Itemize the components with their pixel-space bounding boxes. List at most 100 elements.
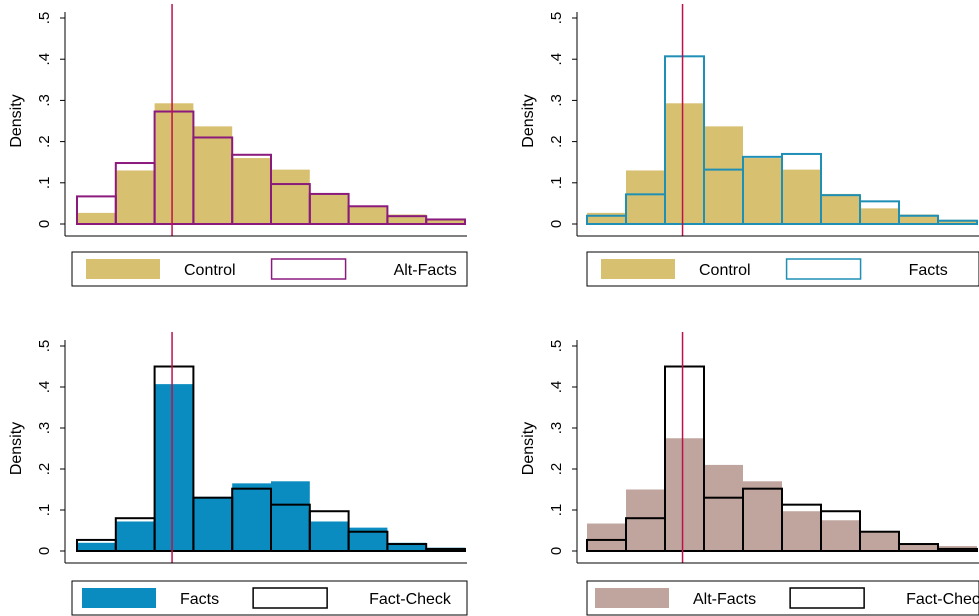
bar-control (232, 158, 271, 224)
bar-alt-facts (665, 438, 704, 551)
bar-control (938, 219, 977, 224)
bar-outline-fact-check (153, 365, 195, 552)
bar-control (587, 212, 626, 224)
legend-label: Facts (909, 262, 948, 279)
y-tick-label: .1 (36, 504, 53, 517)
y-tick-label: .3 (36, 422, 53, 435)
histogram-panel-2: 0 .1 .2 .3 .4 .5 Density Control Facts (520, 4, 979, 287)
bar-control (426, 219, 465, 224)
bar-control (271, 169, 310, 224)
bar-outline-fact-check (347, 530, 389, 552)
bar-control (77, 212, 116, 224)
bar-alt-facts (782, 511, 821, 551)
bar-alt-facts (860, 532, 899, 551)
y-tick-label: .1 (548, 177, 565, 190)
y-tick-label: .2 (36, 135, 53, 148)
bar-alt-facts (821, 520, 860, 551)
bar-outline-facts (859, 200, 900, 225)
bar-control (309, 193, 349, 224)
y-tick-label: .3 (548, 422, 565, 435)
legend: Control Facts (586, 251, 979, 287)
y-tick-label: .2 (548, 135, 565, 148)
bar-alt-facts (704, 464, 743, 551)
y-axis-label: Density (520, 422, 537, 475)
bar-facts (115, 521, 155, 551)
y-tick-label: .5 (36, 340, 53, 353)
bar-outline-fact-check (386, 543, 428, 553)
bar-facts (232, 483, 271, 551)
y-tick-label: .1 (36, 177, 53, 190)
bar-outline-alt-facts (347, 205, 389, 225)
legend: Facts Fact-Check (71, 580, 468, 616)
y-tick-label: .3 (548, 94, 565, 107)
legend-swatch-facts (785, 258, 862, 280)
y-tick-label: .3 (36, 94, 53, 107)
legend-label: Control (184, 262, 236, 279)
bar-control (821, 193, 860, 224)
y-tick-label: .4 (548, 53, 565, 66)
y-tick-label: 0 (548, 547, 565, 555)
legend: Alt-Facts Fact-Check (586, 580, 979, 616)
y-tick-label: .4 (36, 53, 53, 66)
legend-swatch-alt-facts (270, 258, 347, 280)
bar-control (348, 206, 388, 224)
bar-control (782, 169, 821, 224)
bar-control (743, 158, 782, 224)
bar-control (387, 214, 427, 224)
y-tick-label: .5 (36, 12, 53, 25)
legend-label: Control (699, 262, 751, 279)
legend-label: Fact-Check (906, 591, 979, 608)
legend-swatch-fact-check (252, 587, 328, 609)
bar-facts (309, 521, 349, 551)
y-tick-label: .5 (548, 12, 565, 25)
y-axis-label: Density (8, 94, 25, 147)
bar-control (115, 170, 155, 224)
histogram-panel-3: 0 .1 .2 .3 .4 .5 Density Facts Fact-Check (8, 332, 468, 616)
legend-label: Alt-Facts (394, 262, 457, 279)
bar-outline-fact-check (898, 543, 939, 553)
legend-swatch-facts (82, 588, 156, 608)
bar-alt-facts (743, 481, 782, 551)
legend-swatch-alt-facts (595, 588, 669, 608)
y-tick-label: .1 (548, 504, 565, 517)
bar-control (626, 170, 665, 224)
legend-label: Fact-Check (369, 591, 452, 608)
bar-control (154, 103, 194, 224)
legend: Control Alt-Facts (71, 251, 468, 287)
bar-outline-facts (781, 152, 822, 226)
bar-outline-facts (937, 219, 978, 225)
bar-facts (348, 527, 388, 551)
bar-control (899, 214, 938, 224)
y-axis-label: Density (8, 422, 25, 475)
bar-facts (193, 496, 233, 551)
legend-label: Alt-Facts (693, 591, 756, 608)
bar-outline-alt-facts (425, 218, 467, 226)
bar-outline-fact-check (937, 547, 978, 553)
bar-control (704, 126, 743, 224)
histogram-panel-4: 0 .1 .2 .3 .4 .5 Density Alt-Facts Fact-Check (520, 332, 979, 616)
histogram-panel-1: 0 .1 .2 .3 .4 .5 Density Control Alt-Facts (8, 4, 468, 287)
bar-outline-fact-check (425, 547, 467, 553)
bar-alt-facts (587, 523, 626, 551)
legend-label: Facts (180, 591, 219, 608)
bar-facts (77, 542, 116, 551)
bar-outline-facts (664, 55, 705, 226)
bar-alt-facts (899, 544, 938, 551)
bar-control (665, 103, 704, 224)
bar-facts (387, 542, 427, 551)
bar-facts (271, 481, 310, 551)
y-axis-label: Density (520, 94, 537, 147)
y-tick-label: .2 (548, 463, 565, 476)
y-tick-label: 0 (548, 220, 565, 228)
bar-outline-fact-check (664, 365, 705, 552)
bar-control (860, 208, 899, 224)
y-tick-label: .4 (36, 381, 53, 394)
bar-facts (154, 384, 194, 551)
y-tick-label: 0 (36, 547, 53, 555)
legend-swatch-control (601, 259, 675, 279)
y-tick-label: 0 (36, 220, 53, 228)
y-tick-label: .4 (548, 381, 565, 394)
y-tick-label: .2 (36, 463, 53, 476)
y-tick-label: .5 (548, 340, 565, 353)
